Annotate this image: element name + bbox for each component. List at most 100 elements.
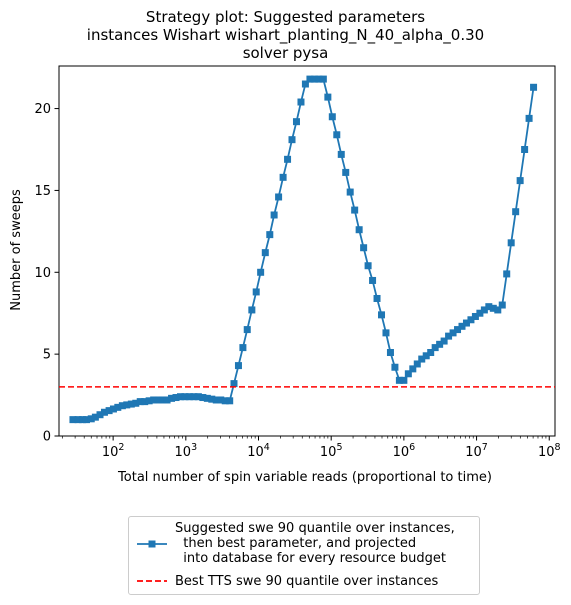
chart-title-line-2: instances Wishart wishart_planting_N_40_… bbox=[86, 26, 485, 44]
series-suggested-point-82 bbox=[436, 340, 444, 348]
series-suggested-point-84 bbox=[445, 332, 453, 340]
series-suggested-point-69 bbox=[378, 311, 386, 319]
series-suggested-point-85 bbox=[449, 329, 457, 337]
series-suggested-point-93 bbox=[485, 303, 493, 311]
series-suggested-point-58 bbox=[328, 113, 336, 121]
series-suggested-point-95 bbox=[494, 306, 502, 314]
series-suggested-point-38 bbox=[239, 344, 247, 352]
series-suggested-point-90 bbox=[471, 312, 479, 320]
series-suggested-point-4 bbox=[87, 415, 95, 423]
series-suggested-point-88 bbox=[462, 319, 470, 327]
series-suggested-point-28 bbox=[194, 393, 202, 401]
series-suggested-point-20 bbox=[159, 396, 167, 404]
series-suggested-point-3 bbox=[82, 416, 90, 424]
series-suggested-point-97 bbox=[503, 270, 511, 278]
series-suggested-point-27 bbox=[190, 393, 198, 401]
y-tick-label-4: 20 bbox=[34, 102, 51, 117]
series-suggested-point-33 bbox=[217, 396, 225, 404]
series-suggested-point-57 bbox=[324, 93, 332, 101]
series-suggested-point-65 bbox=[360, 244, 368, 252]
series-suggested-point-23 bbox=[172, 394, 180, 402]
x-tick-label-0: 102 bbox=[102, 442, 125, 460]
series-suggested-point-92 bbox=[480, 306, 488, 314]
series-suggested-point-53 bbox=[306, 75, 314, 83]
series-suggested-point-76 bbox=[409, 365, 417, 373]
chart-canvas: 102 103 104 105 106 107 108 0 5 10 15 20 Total num… bbox=[9, 65, 561, 485]
series-suggested-point-61 bbox=[342, 168, 350, 176]
series-suggested-point-75 bbox=[404, 370, 412, 378]
series-suggested-point-63 bbox=[351, 206, 359, 214]
series-suggested-point-44 bbox=[266, 231, 274, 239]
x-tick-label-6: 108 bbox=[538, 442, 561, 460]
series-suggested-point-46 bbox=[275, 193, 283, 201]
series-suggested-point-86 bbox=[454, 326, 462, 334]
series-suggested-point-68 bbox=[373, 294, 381, 302]
series-suggested-point-71 bbox=[386, 349, 394, 357]
series-suggested-point-16 bbox=[141, 398, 149, 406]
plot-area bbox=[58, 65, 556, 437]
y-tick-label-2: 10 bbox=[34, 266, 51, 281]
x-tick-label-4: 106 bbox=[393, 442, 416, 460]
series-suggested-point-89 bbox=[467, 316, 475, 324]
legend-entry-best-tts: Best TTS swe 90 quantile over instances bbox=[137, 574, 438, 589]
series-suggested-point-78 bbox=[418, 355, 426, 363]
series-suggested-point-59 bbox=[333, 131, 341, 139]
y-tick-label-3: 15 bbox=[34, 184, 51, 199]
series-suggested-point-14 bbox=[132, 399, 140, 407]
series-suggested-point-15 bbox=[136, 398, 144, 406]
series-suggested-point-87 bbox=[458, 322, 466, 330]
series-suggested-point-91 bbox=[476, 309, 484, 317]
series-suggested-point-19 bbox=[154, 396, 162, 404]
series-suggested-point-66 bbox=[364, 262, 372, 270]
series-suggested-point-70 bbox=[382, 329, 390, 337]
series-suggested-point-50 bbox=[292, 118, 300, 126]
series-suggested-point-1 bbox=[74, 416, 82, 424]
series-suggested-point-36 bbox=[230, 380, 238, 388]
series-suggested-point-55 bbox=[315, 75, 323, 83]
series-suggested-point-73 bbox=[395, 376, 403, 384]
series-suggested-point-10 bbox=[114, 403, 122, 411]
series-suggested-point-74 bbox=[400, 376, 408, 384]
y-axis: 0 5 10 15 20 bbox=[34, 102, 59, 445]
series-suggested-point-39 bbox=[243, 326, 251, 334]
series-suggested-point-30 bbox=[203, 394, 211, 402]
x-axis-label: Total number of spin variable reads (pro… bbox=[117, 470, 492, 485]
y-tick-label-0: 0 bbox=[43, 430, 51, 445]
series-suggested-line bbox=[72, 78, 535, 421]
series-suggested-point-8 bbox=[105, 407, 113, 415]
series-suggested-point-79 bbox=[422, 352, 430, 360]
series-suggested-point-12 bbox=[123, 401, 131, 409]
series-suggested-point-31 bbox=[208, 395, 216, 403]
series-suggested-point-80 bbox=[427, 349, 435, 357]
series-suggested-point-102 bbox=[525, 114, 533, 122]
legend-label-suggested: Suggested swe 90 quantile over instances… bbox=[175, 521, 455, 566]
series-suggested-point-98 bbox=[507, 239, 515, 247]
chart-title-line-3: solver pysa bbox=[242, 44, 329, 62]
series-suggested-point-48 bbox=[284, 155, 292, 163]
chart-title-line-1: Strategy plot: Suggested parameters bbox=[145, 8, 426, 26]
series-suggested-point-6 bbox=[96, 411, 104, 419]
series-suggested-point-40 bbox=[248, 306, 256, 314]
series-suggested-point-64 bbox=[355, 226, 363, 234]
series-suggested-point-72 bbox=[391, 363, 399, 371]
x-tick-label-2: 104 bbox=[247, 442, 270, 460]
series-suggested-point-9 bbox=[109, 405, 117, 413]
series-suggested-point-26 bbox=[185, 393, 193, 401]
x-tick-label-1: 103 bbox=[175, 442, 198, 460]
plot-frame bbox=[58, 65, 556, 437]
series-suggested-point-7 bbox=[100, 408, 108, 416]
x-tick-label-3: 105 bbox=[320, 442, 343, 460]
series-suggested-point-22 bbox=[168, 394, 176, 402]
legend-entry-suggested: Suggested swe 90 quantile over instances… bbox=[137, 521, 455, 567]
plot-series-layer bbox=[59, 75, 555, 424]
series-suggested-point-24 bbox=[177, 393, 185, 401]
series-suggested-point-18 bbox=[150, 396, 158, 404]
series-suggested-point-99 bbox=[512, 208, 520, 216]
x-tick-label-5: 107 bbox=[465, 442, 488, 460]
series-suggested-point-29 bbox=[199, 394, 207, 402]
series-suggested-point-100 bbox=[516, 177, 524, 185]
series-suggested-point-35 bbox=[226, 397, 234, 405]
series-suggested-point-34 bbox=[221, 397, 229, 405]
series-suggested-point-2 bbox=[79, 416, 87, 424]
series-suggested-point-25 bbox=[181, 393, 189, 401]
